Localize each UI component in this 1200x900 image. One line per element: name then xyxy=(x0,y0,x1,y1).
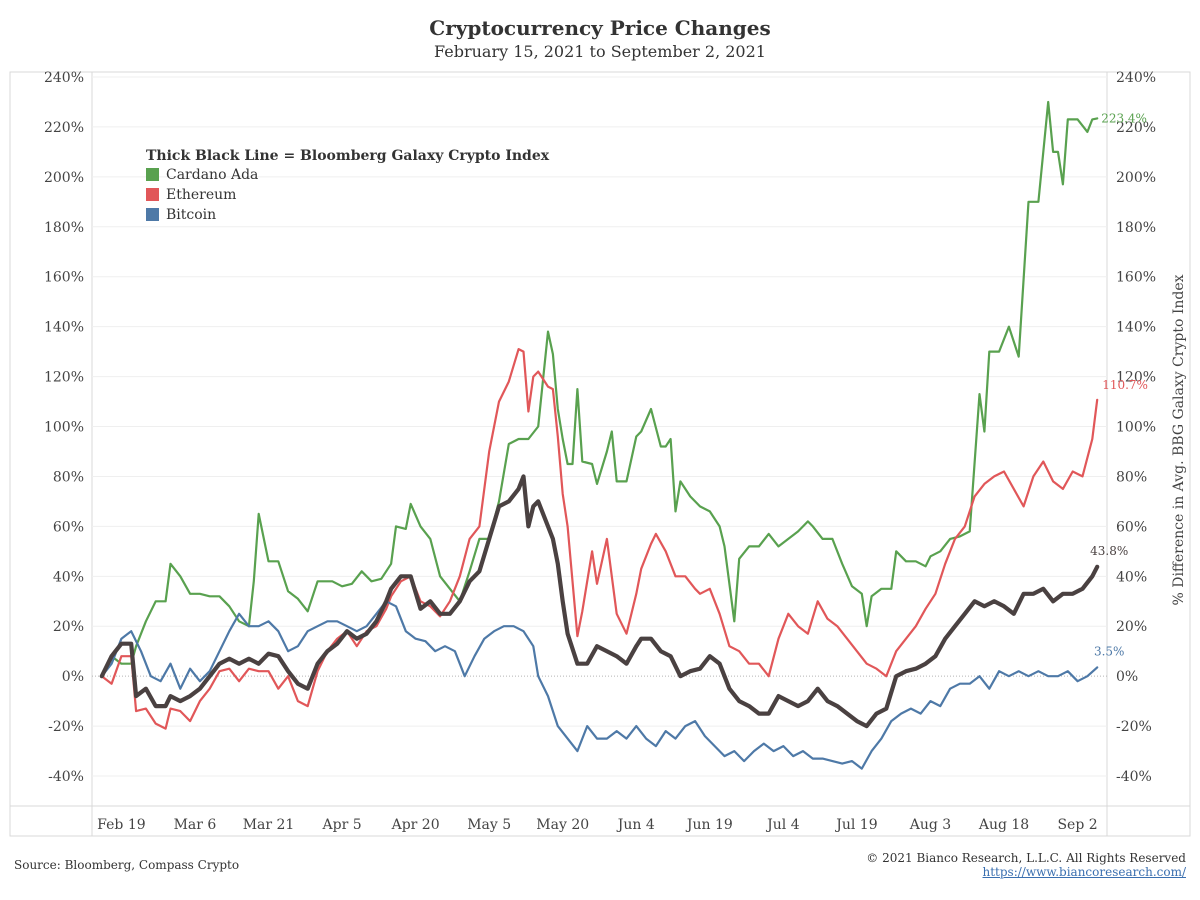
y-tick-label-right: 80% xyxy=(1116,469,1147,485)
copyright-note: © 2021 Bianco Research, L.L.C. All Right… xyxy=(866,851,1186,865)
series-line-bloomberg-galaxy-crypto-index xyxy=(99,474,1100,729)
series-line-bitcoin xyxy=(100,600,1099,770)
y-axis-right: -40% -20% 0% 20% 40% 60% 80% 100% 120% 140% 160% 18… xyxy=(1116,70,1156,785)
legend-swatch xyxy=(146,168,159,181)
y-axis-right-title: % Difference in Avg. BBG Galaxy Crypto I… xyxy=(1171,274,1187,605)
y-tick-label-left: 180% xyxy=(44,220,84,236)
legend-item-label: Ethereum xyxy=(166,187,236,203)
end-label: 110.7% xyxy=(1102,378,1148,392)
y-tick-label-left: 80% xyxy=(53,469,84,485)
x-tick-label: Sep 2 xyxy=(1057,817,1097,833)
plot-frame xyxy=(9,71,1191,837)
x-tick-label: Feb 19 xyxy=(97,817,145,833)
end-label: 43.8% xyxy=(1090,544,1128,558)
x-tick-label: Apr 5 xyxy=(322,817,362,833)
y-tick-label-right: 180% xyxy=(1116,220,1156,236)
x-tick-label: Aug 3 xyxy=(909,817,951,833)
series-lines xyxy=(99,100,1100,770)
y-tick-label-left: 220% xyxy=(44,120,84,136)
website-link[interactable]: https://www.biancoresearch.com/ xyxy=(982,865,1186,879)
y-tick-label-left: 40% xyxy=(53,569,84,585)
legend-item-label: Bitcoin xyxy=(166,207,216,223)
legend-title: Thick Black Line = Bloomberg Galaxy Cryp… xyxy=(146,148,550,164)
y-tick-label-left: 240% xyxy=(44,70,84,86)
y-tick-label-right: 60% xyxy=(1116,519,1147,535)
y-tick-label-right: 160% xyxy=(1116,270,1156,286)
x-tick-label: Jul 4 xyxy=(765,817,800,833)
x-axis: Feb 19 Mar 6 Mar 21 Apr 5 Apr 20 May 5 May 20 J… xyxy=(97,817,1097,833)
series-line-ethereum xyxy=(100,348,1099,730)
y-tick-label-left: 20% xyxy=(53,619,84,635)
y-tick-label-left: -20% xyxy=(48,719,84,735)
source-note: Source: Bloomberg, Compass Crypto xyxy=(14,858,240,872)
y-tick-label-left: 200% xyxy=(44,170,84,186)
y-tick-label-left: 140% xyxy=(44,320,84,336)
y-tick-label-left: 0% xyxy=(62,669,84,685)
y-tick-label-left: 60% xyxy=(53,519,84,535)
y-tick-label-right: 100% xyxy=(1116,420,1156,436)
y-tick-label-right: 200% xyxy=(1116,170,1156,186)
y-tick-label-right: -40% xyxy=(1116,769,1152,785)
y-tick-label-right: -20% xyxy=(1116,719,1152,735)
y-axis-left: -40% -20% 0% 20% 40% 60% 80% 100% 120% 140% 160% 18… xyxy=(44,70,84,785)
legend-swatch xyxy=(146,188,159,201)
y-tick-label-left: 100% xyxy=(44,420,84,436)
y-tick-label-left: 120% xyxy=(44,370,84,386)
y-tick-label-right: 240% xyxy=(1116,70,1156,86)
x-tick-label: Aug 18 xyxy=(978,817,1029,833)
y-tick-label-right: 20% xyxy=(1116,619,1147,635)
x-tick-label: Apr 20 xyxy=(391,817,440,833)
legend-swatch xyxy=(146,208,159,221)
legend: Thick Black Line = Bloomberg Galaxy Cryp… xyxy=(146,148,550,223)
x-tick-label: Jun 4 xyxy=(616,817,655,833)
y-tick-label-right: 140% xyxy=(1116,320,1156,336)
x-tick-label: Jun 19 xyxy=(685,817,733,833)
chart-title: Cryptocurrency Price Changes xyxy=(429,16,771,40)
end-label: 3.5% xyxy=(1094,644,1125,658)
x-tick-label: Mar 6 xyxy=(174,817,217,833)
y-tick-label-right: 120% xyxy=(1116,370,1156,386)
chart-subtitle: February 15, 2021 to September 2, 2021 xyxy=(434,42,766,61)
series-line-cardano-ada xyxy=(100,100,1099,678)
legend-item-label: Cardano Ada xyxy=(166,167,258,183)
end-label: 223.4% xyxy=(1101,111,1147,125)
end-labels: 223.4% 110.7% 3.5% 43.8% xyxy=(1090,111,1148,658)
x-tick-label: Jul 19 xyxy=(834,817,877,833)
y-tick-label-left: 160% xyxy=(44,270,84,286)
y-tick-label-right: 40% xyxy=(1116,569,1147,585)
y-tick-label-right: 220% xyxy=(1116,120,1156,136)
x-tick-label: May 5 xyxy=(467,817,511,833)
x-tick-label: Mar 21 xyxy=(243,817,295,833)
y-tick-label-right: 0% xyxy=(1116,669,1138,685)
x-tick-label: May 20 xyxy=(536,817,589,833)
y-tick-label-left: -40% xyxy=(48,769,84,785)
